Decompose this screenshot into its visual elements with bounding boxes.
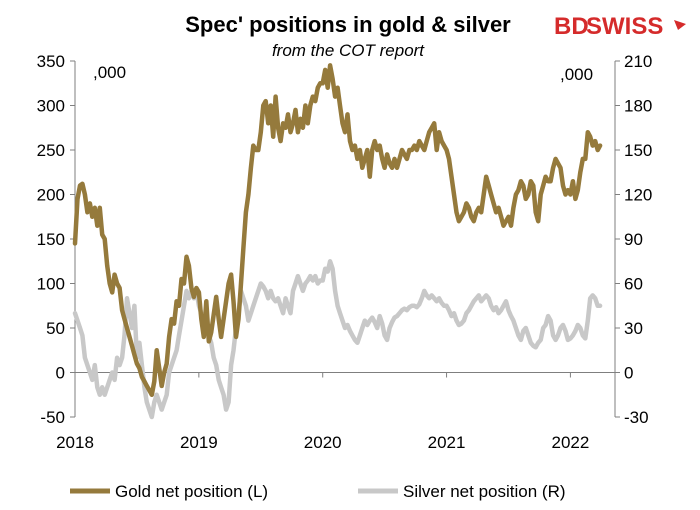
right-tick-label: 90 — [624, 230, 643, 249]
right-axis-unit: ,000 — [560, 65, 593, 84]
right-tick-label: 120 — [624, 186, 652, 205]
left-tick-label: 350 — [37, 52, 65, 71]
chart-title: Spec' positions in gold & silver — [185, 12, 511, 37]
gold-series-line — [72, 63, 603, 398]
right-tick-label: 30 — [624, 319, 643, 338]
left-tick-label: 200 — [37, 186, 65, 205]
x-tick-label: 2021 — [428, 433, 466, 452]
right-tick-label: 210 — [624, 52, 652, 71]
left-tick-label: 0 — [56, 364, 65, 383]
chart-subtitle: from the COT report — [272, 41, 425, 60]
left-axis-unit: ,000 — [93, 63, 126, 82]
x-tick-label: 2020 — [304, 433, 342, 452]
left-tick-label: 150 — [37, 230, 65, 249]
series-lines — [72, 63, 603, 420]
left-tick-label: 50 — [46, 319, 65, 338]
x-tick-label: 2018 — [56, 433, 94, 452]
logo-mark-icon — [674, 20, 686, 30]
gold-legend-label: Gold net position (L) — [115, 482, 268, 501]
right-tick-label: 180 — [624, 97, 652, 116]
left-tick-label: -50 — [40, 408, 65, 427]
silver-legend-label: Silver net position (R) — [403, 482, 566, 501]
right-tick-label: -30 — [624, 408, 649, 427]
logo-text-bd: BD — [554, 13, 589, 40]
left-tick-label: 100 — [37, 275, 65, 294]
left-tick-label: 250 — [37, 141, 65, 160]
right-tick-label: 0 — [624, 364, 633, 383]
left-tick-label: 300 — [37, 97, 65, 116]
brand-logo: BD SWISS — [554, 13, 686, 40]
axes: -50 0 50 100 150 200 250 300 350 -30 0 30 60 90 120 150… — [37, 52, 653, 452]
right-tick-label: 150 — [624, 141, 652, 160]
x-tick-label: 2022 — [551, 433, 589, 452]
right-tick-label: 60 — [624, 275, 643, 294]
legend: Gold net position (L) Silver net position… — [70, 482, 566, 501]
logo-text-swiss: SWISS — [586, 13, 663, 40]
silver-series-line — [72, 259, 603, 420]
x-tick-label: 2019 — [180, 433, 218, 452]
